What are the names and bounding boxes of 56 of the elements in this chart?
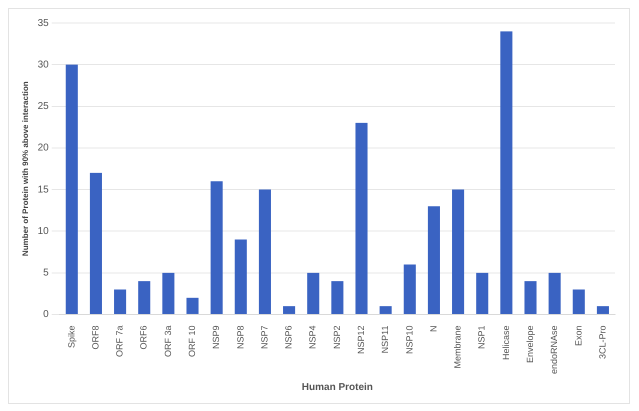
bar (66, 64, 78, 314)
bar (258, 190, 271, 314)
x-tick-label: ORF 7a (114, 325, 125, 357)
bar (331, 281, 344, 314)
y-tick-label: 25 (38, 101, 50, 112)
bar (186, 298, 199, 314)
y-tick-label: 0 (43, 309, 50, 320)
bar (572, 289, 585, 314)
x-tick-label: 3CL-Pro (597, 325, 608, 359)
x-tick-label: NSP2 (332, 325, 342, 349)
x-tick-label: NSP1 (476, 325, 487, 349)
x-tick-label: NSP7 (259, 325, 270, 349)
bar (548, 272, 561, 314)
bar (234, 240, 247, 314)
y-tick-label: 35 (38, 18, 50, 29)
x-tick-label: ORF8 (90, 325, 100, 350)
x-tick-label: Exon (573, 325, 584, 346)
bar (452, 190, 464, 314)
x-tick-label: ORF6 (138, 325, 149, 350)
x-tick-label: Envelope (524, 325, 535, 363)
bar (162, 272, 174, 314)
x-tick-label: ORF 3a (162, 325, 173, 357)
y-tick-label: 15 (38, 184, 50, 196)
x-tick-label: ORF 10 (186, 325, 197, 357)
bar (355, 122, 368, 314)
bar (524, 281, 537, 314)
bar (283, 306, 296, 314)
x-tick-label: NSP11 (380, 325, 390, 354)
x-tick-label: Spike (66, 325, 76, 348)
y-tick-label: 10 (38, 226, 50, 237)
x-axis-title: Human Protein (302, 382, 373, 393)
bar (500, 31, 512, 314)
x-tick-label: NSP12 (356, 325, 366, 354)
bar (138, 281, 150, 314)
x-tick-label: Helicase (500, 325, 511, 360)
y-tick-label: 5 (43, 268, 50, 279)
bar (114, 289, 126, 314)
bar (307, 272, 320, 314)
bar (380, 306, 392, 314)
x-tick-label: NSP9 (211, 325, 222, 349)
bar (476, 272, 488, 314)
x-tick-label: NSP4 (308, 325, 318, 349)
x-tick-label: NSP6 (284, 325, 294, 349)
bar (210, 181, 223, 314)
bar (596, 306, 609, 314)
y-tick-label: 30 (38, 59, 50, 70)
bar (90, 172, 102, 314)
x-tick-label: NSP10 (404, 325, 414, 354)
x-tick-label: N (428, 325, 438, 332)
x-tick-label: NSP8 (235, 325, 246, 349)
y-tick-label: 20 (38, 142, 50, 154)
bar (428, 206, 440, 314)
x-tick-label: Membrane (452, 325, 463, 368)
x-tick-label: endoRNAse (549, 325, 560, 374)
y-axis-title: Number of Protein with 90% above interaction (21, 81, 30, 256)
bar (404, 264, 416, 314)
